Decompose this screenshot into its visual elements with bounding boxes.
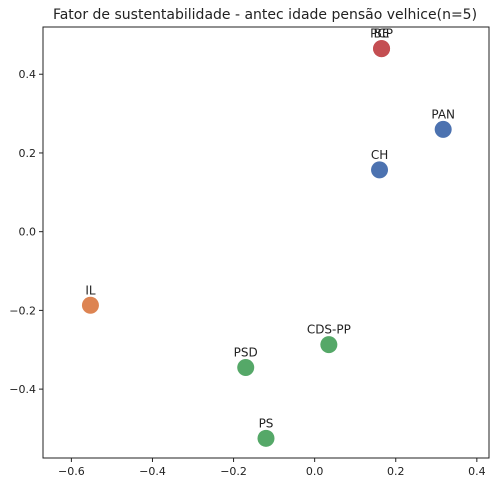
chart-title: Fator de sustentabilidade - antec idade …: [53, 7, 477, 23]
plot-area: [42, 26, 490, 459]
point-il: [81, 296, 99, 314]
point-label-pan: PAN: [431, 107, 455, 121]
point-ch: [371, 161, 389, 179]
y-axis: −0.4 −0.2 0.0 0.2 0.4: [9, 68, 43, 396]
x-tick-label: −0.4: [139, 465, 166, 478]
x-tick-label: −0.2: [220, 465, 247, 478]
y-tick-label: 0.0: [19, 226, 37, 239]
point-label-ch: CH: [371, 148, 388, 162]
point-label-cds-pp: CDS-PP: [307, 323, 351, 337]
y-tick-label: 0.4: [19, 68, 37, 81]
x-tick-label: 0.2: [387, 465, 405, 478]
data-points: [81, 40, 452, 447]
plot-frame: [42, 26, 490, 459]
point-label-pcp: PCP: [370, 27, 393, 41]
point-ps: [257, 429, 275, 447]
y-tick-label: −0.4: [9, 383, 36, 396]
x-axis: −0.6 −0.4 −0.2 0.0 0.2 0.4: [58, 458, 486, 478]
point-cds-pp: [320, 336, 338, 354]
point-label-il: IL: [85, 283, 96, 297]
point-label-be: BE: [374, 27, 390, 41]
x-tick-label: 0.4: [468, 465, 486, 478]
point-label-ps: PS: [259, 416, 274, 430]
point-label-psd: PSD: [234, 345, 258, 359]
y-tick-label: −0.2: [9, 304, 36, 317]
point-pan: [434, 120, 452, 138]
x-tick-label: 0.0: [306, 465, 324, 478]
point-pcp: [373, 40, 391, 58]
point-psd: [237, 358, 255, 376]
x-tick-label: −0.6: [58, 465, 85, 478]
y-tick-label: 0.2: [19, 147, 37, 160]
